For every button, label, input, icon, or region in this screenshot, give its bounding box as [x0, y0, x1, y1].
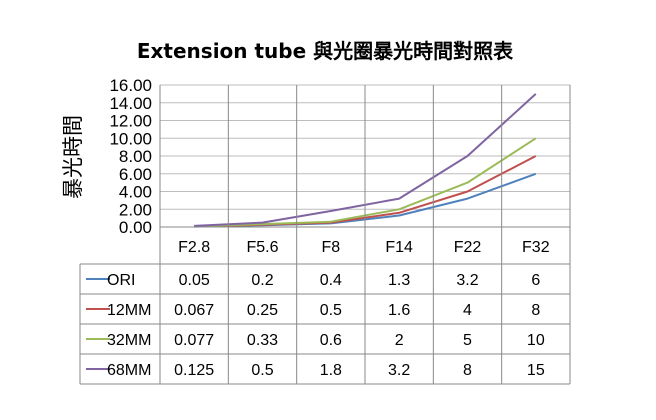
data-label: 0.6 [320, 332, 342, 349]
x-tick-label: F2.8 [178, 239, 210, 256]
x-tick-label: F14 [385, 239, 413, 256]
legend-label: ORI [107, 272, 135, 289]
y-axis-label: 暴光時間 [61, 115, 85, 199]
x-tick-label: F5.6 [246, 239, 278, 256]
data-label: 0.5 [251, 362, 273, 379]
x-tick-label: F32 [522, 239, 550, 256]
y-tick-label: 16.00 [109, 76, 152, 95]
data-label: 0.5 [320, 302, 342, 319]
data-label: 0.05 [179, 272, 210, 289]
data-label: 8 [531, 302, 540, 319]
data-label: 0.25 [247, 302, 278, 319]
data-table: F2.8 F5.6 F8 F14 F22 F32 ORI 0.05 0.2 0.4 1.3 3.2 6 1… [79, 85, 571, 385]
data-label: 2 [395, 332, 404, 349]
data-label: 0.4 [320, 272, 342, 289]
data-label: 8 [463, 362, 472, 379]
data-label: 1.8 [320, 362, 342, 379]
x-tick-label: F8 [321, 239, 340, 256]
y-tick-label: 6.00 [119, 165, 152, 184]
data-label: 1.3 [388, 272, 410, 289]
y-tick-label: 10.00 [109, 129, 152, 148]
y-tick-label: 12.00 [109, 112, 152, 131]
data-label: 0.2 [251, 272, 273, 289]
legend-label: 68MM [107, 362, 151, 379]
data-label: 3.2 [388, 362, 410, 379]
x-tick-label: F22 [454, 239, 482, 256]
y-tick-label: 2.00 [119, 200, 152, 219]
data-label: 0.067 [174, 302, 214, 319]
y-tick-label: 4.00 [119, 183, 152, 202]
legend-label: 32MM [107, 332, 151, 349]
chart-title: Extension tube 與光圈暴光時間對照表 [137, 39, 514, 63]
data-label: 3.2 [456, 272, 478, 289]
y-tick-label: 0.00 [119, 218, 152, 237]
data-label: 0.077 [174, 332, 214, 349]
data-label: 0.33 [247, 332, 278, 349]
data-label: 6 [531, 272, 540, 289]
data-label: 5 [463, 332, 472, 349]
y-tick-label: 8.00 [119, 147, 152, 166]
legend-label: 12MM [107, 302, 151, 319]
data-label: 1.6 [388, 302, 410, 319]
data-label: 15 [527, 362, 545, 379]
data-label: 0.125 [174, 362, 214, 379]
y-tick-label: 14.00 [109, 94, 152, 113]
data-label: 10 [527, 332, 545, 349]
data-label: 4 [463, 302, 472, 319]
